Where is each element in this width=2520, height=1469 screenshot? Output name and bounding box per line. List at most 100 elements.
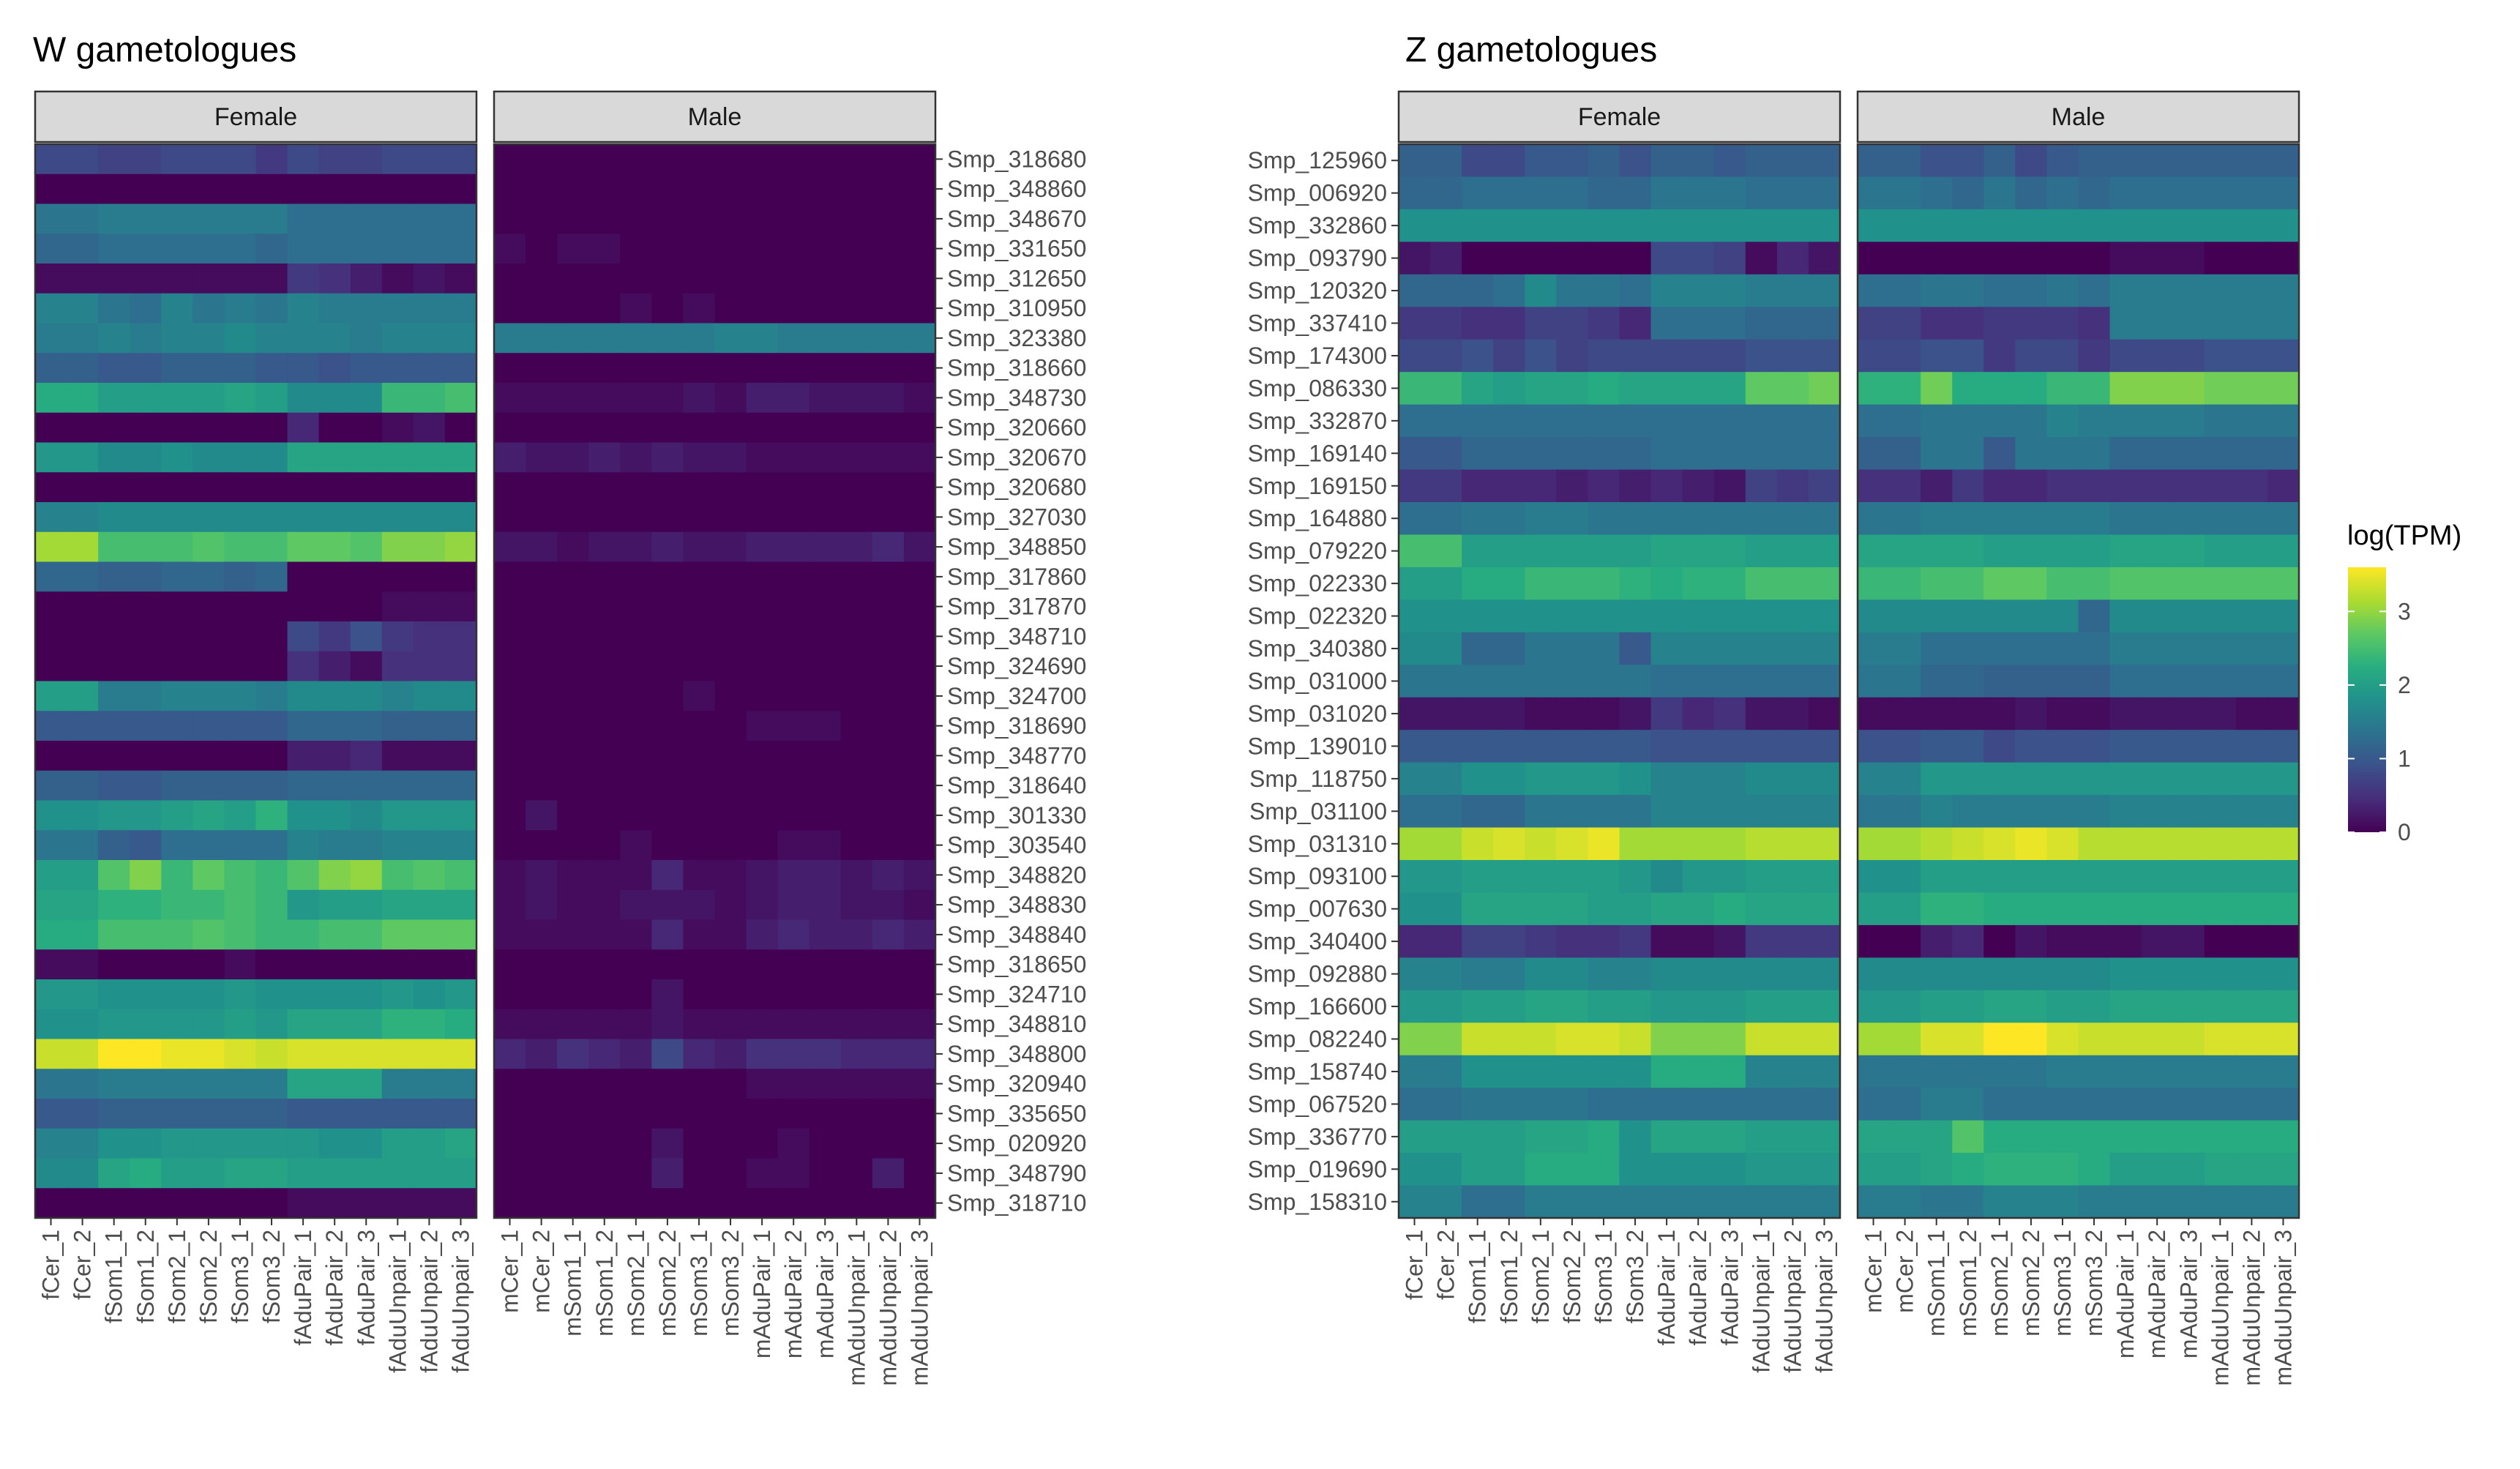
heatmap-cell bbox=[1462, 665, 1494, 698]
heatmap-cell bbox=[2046, 795, 2079, 829]
heatmap-cell bbox=[1984, 404, 2016, 438]
heatmap-cell bbox=[413, 323, 446, 354]
heatmap-cell bbox=[35, 531, 67, 563]
heatmap-cell bbox=[714, 144, 747, 175]
heatmap-cell bbox=[1952, 1088, 1984, 1121]
heatmap-cell bbox=[161, 889, 193, 921]
heatmap-cell bbox=[192, 1188, 225, 1219]
heatmap-cell bbox=[287, 711, 320, 741]
heatmap-cell bbox=[872, 1128, 905, 1159]
heatmap-cell bbox=[809, 919, 842, 950]
heatmap-cell bbox=[2078, 1088, 2111, 1121]
heatmap-cell bbox=[683, 651, 716, 682]
heatmap-cell bbox=[350, 472, 383, 503]
heatmap-cell bbox=[287, 741, 320, 771]
heatmap-cell bbox=[683, 144, 716, 175]
heatmap-cell bbox=[714, 442, 747, 473]
heatmap-cell bbox=[2204, 827, 2237, 861]
heatmap-cell bbox=[494, 293, 526, 324]
heatmap-cell bbox=[1588, 892, 1620, 926]
heatmap-cell bbox=[903, 1128, 936, 1159]
heatmap-cell bbox=[557, 203, 589, 234]
heatmap-cell bbox=[1619, 1153, 1652, 1186]
heatmap-cell bbox=[2141, 274, 2174, 307]
heatmap-cell bbox=[1889, 404, 1921, 438]
heatmap-cell bbox=[255, 531, 288, 563]
heatmap-cell bbox=[1430, 1120, 1462, 1154]
heatmap-cell bbox=[2109, 209, 2142, 242]
heatmap-cell bbox=[192, 919, 225, 950]
heatmap-cell bbox=[224, 830, 257, 861]
heatmap-cell bbox=[444, 412, 477, 444]
heatmap-cell bbox=[1619, 176, 1652, 210]
heatmap-cell bbox=[413, 1009, 446, 1040]
heatmap-cell bbox=[651, 830, 684, 861]
heatmap-cell bbox=[1399, 144, 1431, 178]
heatmap-cell bbox=[1921, 795, 1953, 829]
heatmap-cell bbox=[1889, 307, 1921, 340]
column-axes: fCer_1 fCer_2 fSom1_1 fSom1_2 fSom2_1 fSom2_2… bbox=[38, 1218, 2296, 1386]
heatmap-cell bbox=[67, 1128, 99, 1159]
heatmap-cell bbox=[1952, 209, 1984, 242]
heatmap-cell bbox=[1984, 372, 2016, 405]
heatmap-cell bbox=[1921, 437, 1953, 471]
heatmap-cell bbox=[777, 770, 810, 801]
heatmap-cell bbox=[494, 203, 526, 234]
heatmap-cell bbox=[2141, 795, 2174, 829]
heatmap-cell bbox=[255, 1188, 288, 1219]
heatmap-cell bbox=[192, 651, 225, 682]
heatmap-cell bbox=[413, 233, 446, 264]
heatmap-cell bbox=[2109, 1055, 2142, 1088]
heatmap-cell bbox=[1462, 404, 1494, 438]
heatmap-cell bbox=[1858, 924, 1890, 958]
heatmap-cell bbox=[130, 770, 162, 801]
heatmap-cell bbox=[1462, 957, 1494, 991]
heatmap-cell bbox=[413, 711, 446, 741]
heatmap-cell bbox=[1889, 1185, 1921, 1219]
heatmap-cell bbox=[255, 591, 288, 622]
heatmap-cell bbox=[1858, 502, 1890, 536]
heatmap-cell bbox=[2046, 372, 2079, 405]
row-label: Smp_348810 bbox=[947, 1011, 1086, 1037]
heatmap-cell bbox=[1984, 762, 2016, 796]
heatmap-cell bbox=[1588, 1120, 1620, 1154]
heatmap-cell bbox=[526, 651, 558, 682]
heatmap-cell bbox=[1399, 242, 1431, 275]
heatmap-cell bbox=[746, 1039, 779, 1069]
heatmap-cell bbox=[651, 711, 684, 741]
heatmap-cell bbox=[557, 830, 589, 861]
heatmap-cell bbox=[1682, 762, 1715, 796]
heatmap-cell bbox=[588, 472, 621, 503]
heatmap-cell bbox=[1921, 860, 1953, 894]
heatmap-cell bbox=[1952, 567, 1984, 600]
heatmap-cell bbox=[1556, 924, 1589, 958]
row-label: Smp_006920 bbox=[1248, 180, 1387, 206]
heatmap-cell bbox=[1682, 502, 1715, 536]
heatmap-cell bbox=[746, 412, 779, 444]
heatmap-cell bbox=[130, 681, 162, 711]
column-label: fAduPair_1 bbox=[290, 1230, 316, 1345]
heatmap-cell bbox=[872, 651, 905, 682]
heatmap-cell bbox=[2046, 632, 2079, 665]
heatmap-cell bbox=[224, 233, 257, 264]
heatmap-cell bbox=[2141, 1120, 2174, 1154]
w-female-heatmap bbox=[34, 143, 478, 1219]
heatmap-cell bbox=[620, 144, 652, 175]
heatmap-cell bbox=[2204, 567, 2237, 600]
heatmap-cell bbox=[1619, 1120, 1652, 1154]
heatmap-cell bbox=[1525, 795, 1557, 829]
heatmap-cell bbox=[2235, 372, 2268, 405]
heatmap-cell bbox=[651, 383, 684, 414]
heatmap-cell bbox=[192, 711, 225, 741]
heatmap-cell bbox=[2046, 665, 2079, 698]
heatmap-cell bbox=[683, 800, 716, 831]
heatmap-cell bbox=[588, 323, 621, 354]
heatmap-cell bbox=[2267, 697, 2300, 730]
heatmap-cell bbox=[2235, 404, 2268, 438]
heatmap-cell bbox=[413, 203, 446, 234]
heatmap-cell bbox=[1619, 307, 1652, 340]
heatmap-cell bbox=[1682, 860, 1715, 894]
heatmap-cell bbox=[903, 800, 936, 831]
heatmap-cell bbox=[2235, 242, 2268, 275]
row-label: Smp_332860 bbox=[1248, 212, 1387, 239]
